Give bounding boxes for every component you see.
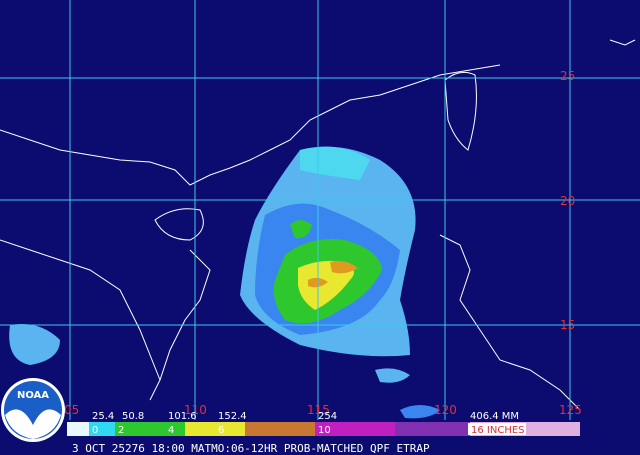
noaa-logo: NOAA [1, 378, 65, 442]
lat-label: 20 [560, 194, 575, 208]
lon-label: 120 [434, 403, 457, 417]
inch-label: 16 INCHES [471, 425, 525, 436]
inch-label: 6 [218, 425, 224, 436]
inch-label: 2 [118, 425, 124, 436]
mm-label: 406.4 MM [470, 411, 519, 422]
lat-label: 25 [560, 69, 575, 83]
inch-label: 10 [318, 425, 331, 436]
coastlines [0, 39, 636, 411]
lon-label: 110 [184, 403, 207, 417]
inch-label: 4 [168, 425, 174, 436]
mm-label: 254 [318, 411, 337, 422]
color-bar [67, 422, 580, 436]
lat-label: 15 [560, 318, 575, 332]
inch-box [468, 423, 526, 435]
lon-label: 125 [559, 403, 582, 417]
mm-label: 25.4 [92, 411, 114, 422]
mm-label: 50.8 [122, 411, 144, 422]
logo-text: NOAA [17, 390, 49, 401]
lon-label: 05 [64, 403, 79, 417]
mm-label: 101.6 [168, 411, 197, 422]
lon-label: 115 [307, 403, 330, 417]
mm-label: 152.4 [218, 411, 247, 422]
inch-label: 0 [92, 425, 98, 436]
caption: 3 OCT 25276 18:00 MATMO:06-12HR PROB-MAT… [72, 442, 430, 455]
graticule [0, 0, 640, 420]
